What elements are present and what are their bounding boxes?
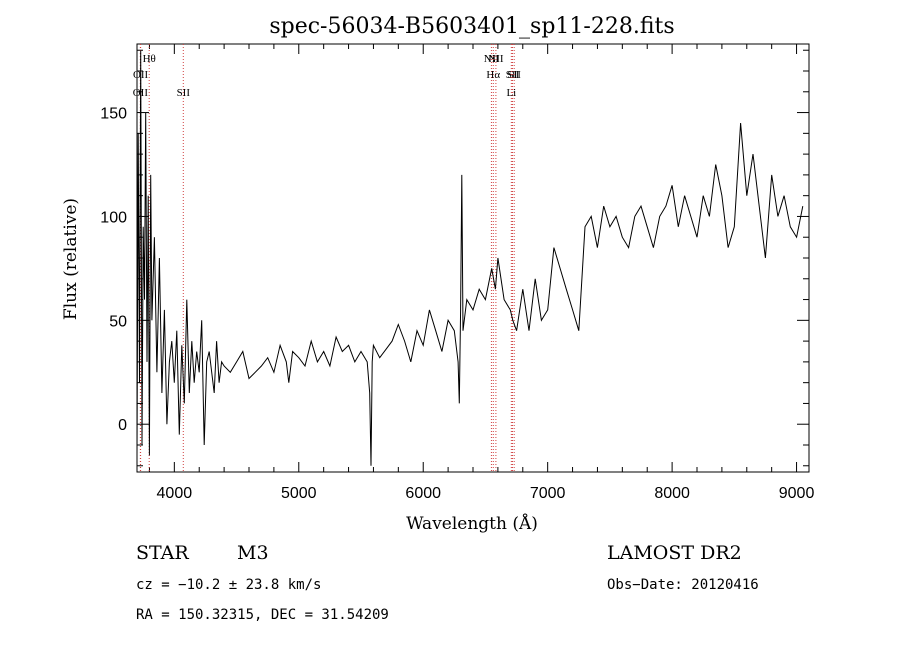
x-tick-label: 8000 — [654, 485, 690, 502]
line-marker-label: Hθ — [143, 53, 156, 65]
redshift-velocity: cz = −10.2 ± 23.8 km/s — [136, 577, 321, 593]
x-tick-label: 5000 — [281, 485, 317, 502]
x-tick-label: 9000 — [779, 485, 815, 502]
y-tick-label: 50 — [109, 313, 127, 330]
object-class: STAR — [136, 542, 189, 564]
chart-title: spec-56034-B5603401_sp11-228.fits — [269, 14, 674, 39]
line-marker-label: SII — [507, 69, 521, 81]
y-axis-label: Flux (relative) — [61, 198, 81, 320]
data-release: LAMOST DR2 — [607, 542, 742, 564]
plot-frame — [136, 43, 810, 473]
x-axis-label: Wavelength (Å) — [406, 513, 538, 534]
spectrum-line — [136, 50, 804, 466]
line-marker-label: Li — [506, 87, 516, 99]
observation-date: Obs−Date: 20120416 — [607, 577, 759, 593]
x-tick-label: 6000 — [405, 485, 441, 502]
y-tick-label: 0 — [118, 417, 127, 434]
ra-dec-coordinates: RA = 150.32315, DEC = 31.54209 — [136, 607, 389, 623]
y-tick-label: 100 — [100, 209, 127, 226]
x-tick-label: 4000 — [157, 485, 193, 502]
line-marker-label: SII — [506, 69, 520, 81]
y-tick-label: 150 — [100, 106, 127, 123]
line-marker-label: NII — [488, 53, 504, 65]
x-tick-label: 7000 — [530, 485, 566, 502]
object-subclass: M3 — [237, 542, 269, 564]
line-marker-label: Hα — [486, 69, 500, 81]
line-marker-label: SII — [177, 87, 191, 99]
axis-ticks: 4000 5000 6000 7000 8000 9000 0 50 100 150 — [100, 44, 814, 502]
